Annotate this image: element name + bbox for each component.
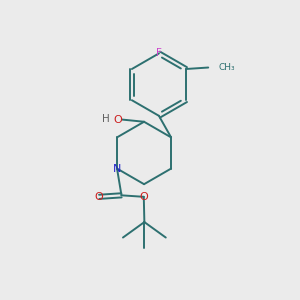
Text: O: O — [113, 115, 122, 124]
Text: H: H — [102, 114, 110, 124]
Text: F: F — [156, 48, 162, 59]
Text: N: N — [113, 164, 121, 174]
Text: O: O — [140, 192, 148, 202]
Text: O: O — [95, 192, 103, 202]
Text: CH₃: CH₃ — [219, 63, 235, 72]
